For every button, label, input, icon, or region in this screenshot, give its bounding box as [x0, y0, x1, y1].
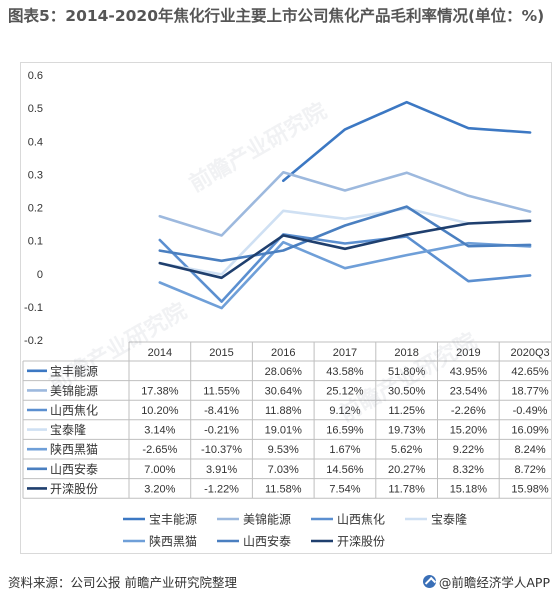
data-label: 14.56% [326, 464, 364, 476]
table-series-name: 陕西黑猫 [50, 442, 98, 457]
data-label: 23.54% [450, 385, 488, 397]
data-label: 28.06% [265, 366, 303, 378]
data-label: 8.72% [514, 464, 545, 476]
data-label: 15.20% [450, 425, 488, 437]
legend-label: 开滦股份 [337, 534, 385, 549]
y-tick-label: 0.5 [28, 103, 43, 115]
data-label: 11.88% [265, 405, 302, 417]
series-line-2 [158, 171, 532, 237]
y-tick-label: -0.2 [24, 335, 43, 347]
brand-label: @前瞻经济学人APP [438, 575, 550, 590]
data-label: 20.27% [388, 464, 426, 476]
table-series-name: 山西安泰 [50, 461, 98, 476]
data-label: 15.98% [511, 483, 549, 495]
data-label: -2.65% [142, 444, 177, 456]
data-label: 43.58% [326, 366, 364, 378]
y-tick-label: 0 [37, 269, 43, 281]
brand-logo-icon [422, 575, 436, 588]
y-tick-label: 0.6 [28, 70, 43, 82]
data-label: 11.55% [203, 385, 240, 397]
legend-label: 山西安泰 [243, 534, 291, 549]
x-category-label: 2018 [394, 347, 418, 359]
data-label: 3.20% [144, 483, 175, 495]
legend-label: 宝丰能源 [149, 513, 197, 527]
y-tick-label: 0.3 [28, 169, 43, 181]
line-chart: 0.6 0.5 0.4 0.3 0.2 0.1 0 -0.1 -0.2 2014 2015 2016 2… [22, 70, 551, 549]
data-label: 19.73% [388, 425, 426, 437]
source-note: 资料来源：公司公报 前瞻产业研究院整理 [8, 575, 237, 590]
series-line-4 [158, 207, 532, 276]
chart-title: 图表5：2014-2020年焦化行业主要上市公司焦化产品毛利率情况(单位：%) [8, 7, 545, 25]
data-label: 9.53% [268, 444, 299, 456]
table-series-name: 开滦股份 [50, 481, 98, 496]
brand-footer: @前瞻经济学人APP [422, 572, 550, 591]
data-label: 15.18% [450, 483, 488, 495]
data-label: 8.24% [514, 444, 545, 456]
data-label: 7.54% [329, 483, 360, 495]
series-line-7 [158, 219, 532, 280]
series-line-3 [158, 233, 532, 303]
y-tick-label: -0.1 [24, 302, 43, 314]
table-series-name: 美锦能源 [50, 384, 98, 398]
x-category-label: 2015 [209, 347, 233, 359]
x-category-label: 2016 [271, 347, 295, 359]
data-label: 16.59% [326, 425, 364, 437]
data-label: 10.20% [141, 405, 179, 417]
series-line-1 [282, 100, 532, 183]
data-label: 11.78% [388, 483, 425, 495]
data-label: 3.14% [144, 425, 175, 437]
x-category-label: 2019 [456, 347, 480, 359]
legend-label: 陕西黑猫 [149, 534, 197, 549]
data-label: 5.62% [391, 444, 422, 456]
legend-label: 山西焦化 [337, 513, 385, 527]
data-label: 3.91% [206, 464, 237, 476]
data-label: 9.12% [329, 405, 360, 417]
data-label: -1.22% [204, 483, 239, 495]
data-label: -10.37% [201, 444, 242, 456]
y-tick-label: 0.2 [28, 203, 43, 215]
data-label: 30.64% [265, 385, 303, 397]
data-label: 8.32% [453, 464, 484, 476]
x-category-label: 2014 [148, 347, 172, 359]
data-label: 17.38% [141, 385, 179, 397]
data-label: 11.58% [265, 483, 302, 495]
y-tick-label: 0.1 [28, 236, 43, 248]
data-label: 43.95% [450, 366, 488, 378]
legend-label: 宝泰隆 [431, 512, 467, 527]
data-label: 7.03% [268, 464, 299, 476]
x-category-label: 2017 [333, 347, 357, 359]
data-label: 30.50% [388, 385, 426, 397]
table-series-name: 山西焦化 [50, 404, 98, 418]
table-series-name: 宝丰能源 [50, 364, 98, 378]
table-series-name: 宝泰隆 [50, 422, 86, 437]
data-label: 42.65% [511, 366, 549, 378]
data-label: 18.77% [511, 385, 549, 397]
data-label: 9.22% [453, 444, 484, 456]
data-label: -2.26% [451, 405, 486, 417]
data-label: 19.01% [265, 425, 303, 437]
data-label: -0.21% [204, 425, 239, 437]
data-label: 51.80% [388, 366, 426, 378]
legend-label: 美锦能源 [243, 513, 291, 527]
data-label: -0.49% [513, 405, 548, 417]
chart-container: 0.6 0.5 0.4 0.3 0.2 0.1 0 -0.1 -0.2 2014 2015 2016 2… [20, 62, 552, 554]
data-label: 11.25% [388, 405, 425, 417]
series-line-6 [158, 205, 532, 263]
y-tick-label: 0.4 [28, 136, 43, 148]
series-line-5 [158, 240, 532, 310]
data-label: 7.00% [144, 464, 175, 476]
data-label: -8.41% [204, 405, 239, 417]
x-category-label: 2020Q3 [510, 347, 549, 359]
data-label: 16.09% [511, 425, 549, 437]
data-label: 1.67% [329, 444, 360, 456]
data-label: 25.12% [326, 385, 364, 397]
